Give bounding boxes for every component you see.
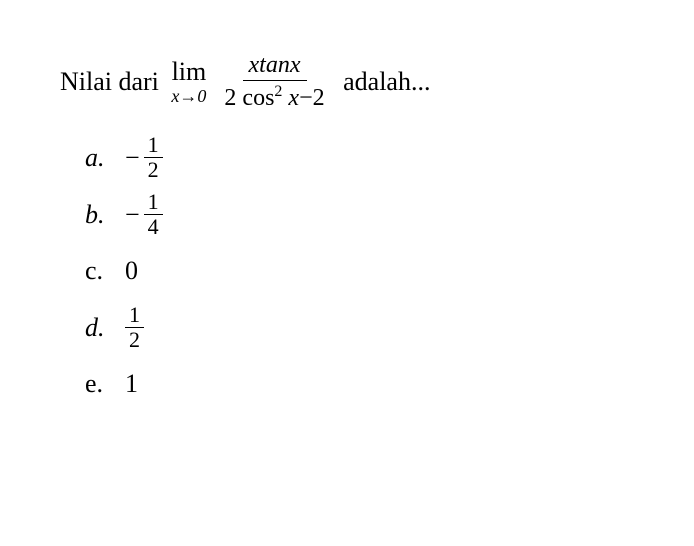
option-a: a. − 1 2 <box>85 133 634 182</box>
limit-word: lim <box>172 59 207 85</box>
option-e-label: e. <box>85 369 125 399</box>
option-b-sign: − <box>125 200 140 230</box>
question-text: Nilai dari lim x→0 xtanx 2 cos2 x−2 adal… <box>60 50 634 113</box>
options-list: a. − 1 2 b. − 1 4 c. 0 d. 1 2 e. 1 <box>85 133 634 408</box>
option-b-fraction: 1 4 <box>144 190 163 239</box>
limit-subscript: x→0 <box>171 87 206 105</box>
option-b: b. − 1 4 <box>85 190 634 239</box>
option-d: d. 1 2 <box>85 303 634 352</box>
fraction-denominator: 2 cos2 x−2 <box>218 81 330 113</box>
question-suffix: adalah... <box>343 67 430 97</box>
option-e: e. 1 <box>85 360 634 408</box>
question-prefix: Nilai dari <box>60 67 159 97</box>
option-a-sign: − <box>125 143 140 173</box>
main-fraction: xtanx 2 cos2 x−2 <box>218 50 330 113</box>
option-b-label: b. <box>85 200 125 230</box>
option-a-fraction: 1 2 <box>144 133 163 182</box>
option-c: c. 0 <box>85 247 634 295</box>
option-c-label: c. <box>85 256 125 286</box>
option-d-label: d. <box>85 313 125 343</box>
option-d-fraction: 1 2 <box>125 303 144 352</box>
option-c-value: 0 <box>125 256 138 286</box>
option-a-label: a. <box>85 143 125 173</box>
fraction-numerator: xtanx <box>243 50 307 81</box>
limit-notation: lim x→0 <box>171 59 206 105</box>
option-e-value: 1 <box>125 369 138 399</box>
